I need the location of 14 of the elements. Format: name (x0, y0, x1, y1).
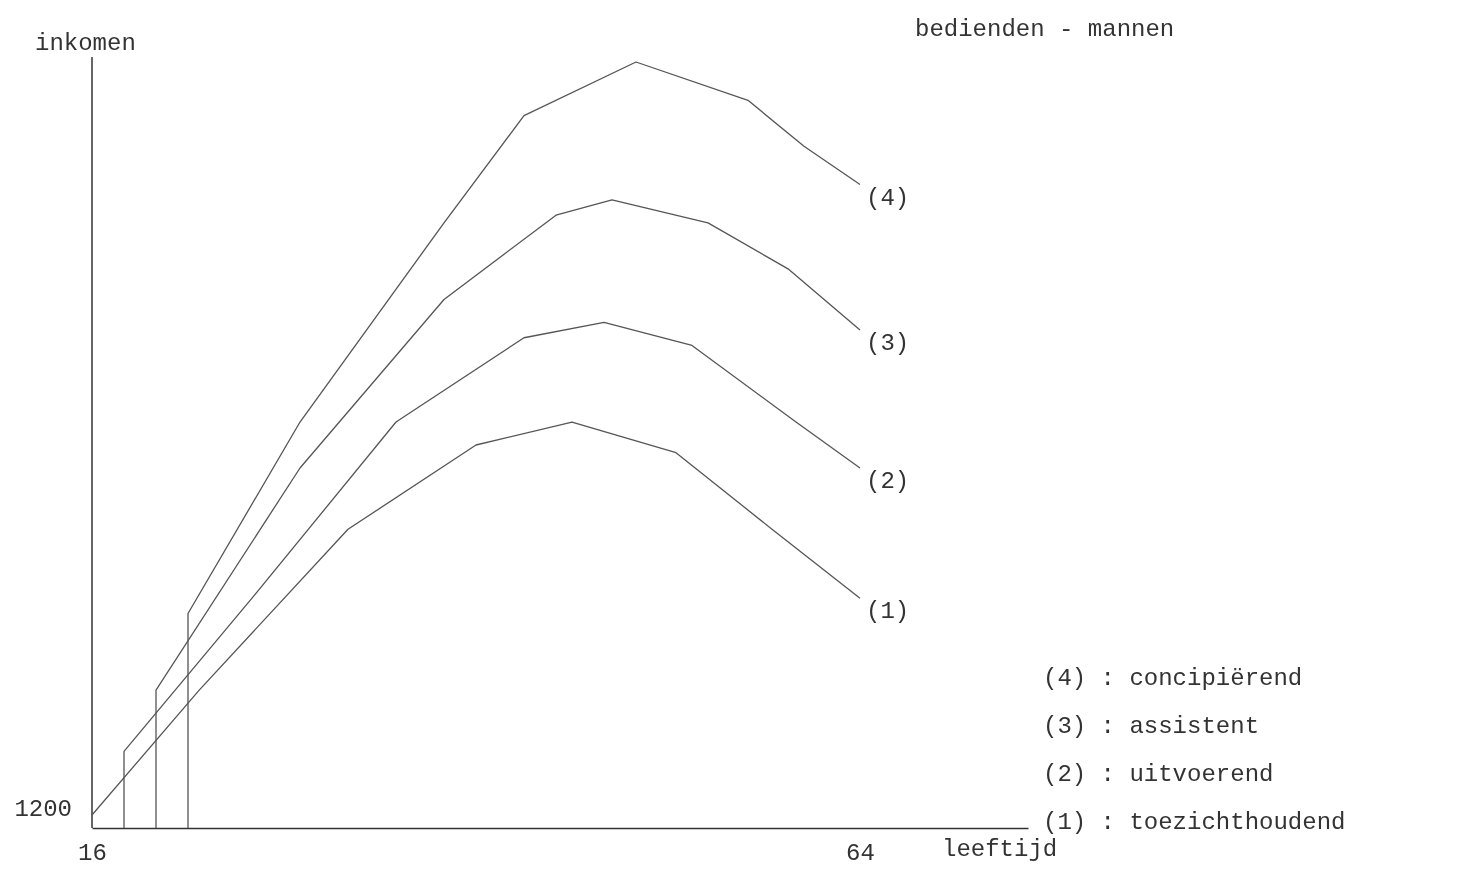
series-label: (3) (866, 330, 910, 358)
x-axis-title: leeftijd (942, 836, 1058, 863)
x-tick-label: 64 (846, 839, 875, 867)
series-label: (2) (866, 467, 910, 495)
x-tick-label: 16 (78, 839, 107, 867)
y-axis-title: inkomen (35, 30, 136, 57)
series-label: (4) (866, 184, 910, 212)
series-label: (1) (866, 598, 910, 626)
text: (4) : concipiërend (1043, 665, 1303, 692)
text: (1) : toezichthoudend (1043, 809, 1346, 836)
text: (3) : assistent (1043, 713, 1260, 740)
text: (2) : uitvoerend (1043, 761, 1274, 788)
text: 1200 (14, 796, 72, 823)
chart-title: bedienden - mannen (915, 16, 1175, 43)
